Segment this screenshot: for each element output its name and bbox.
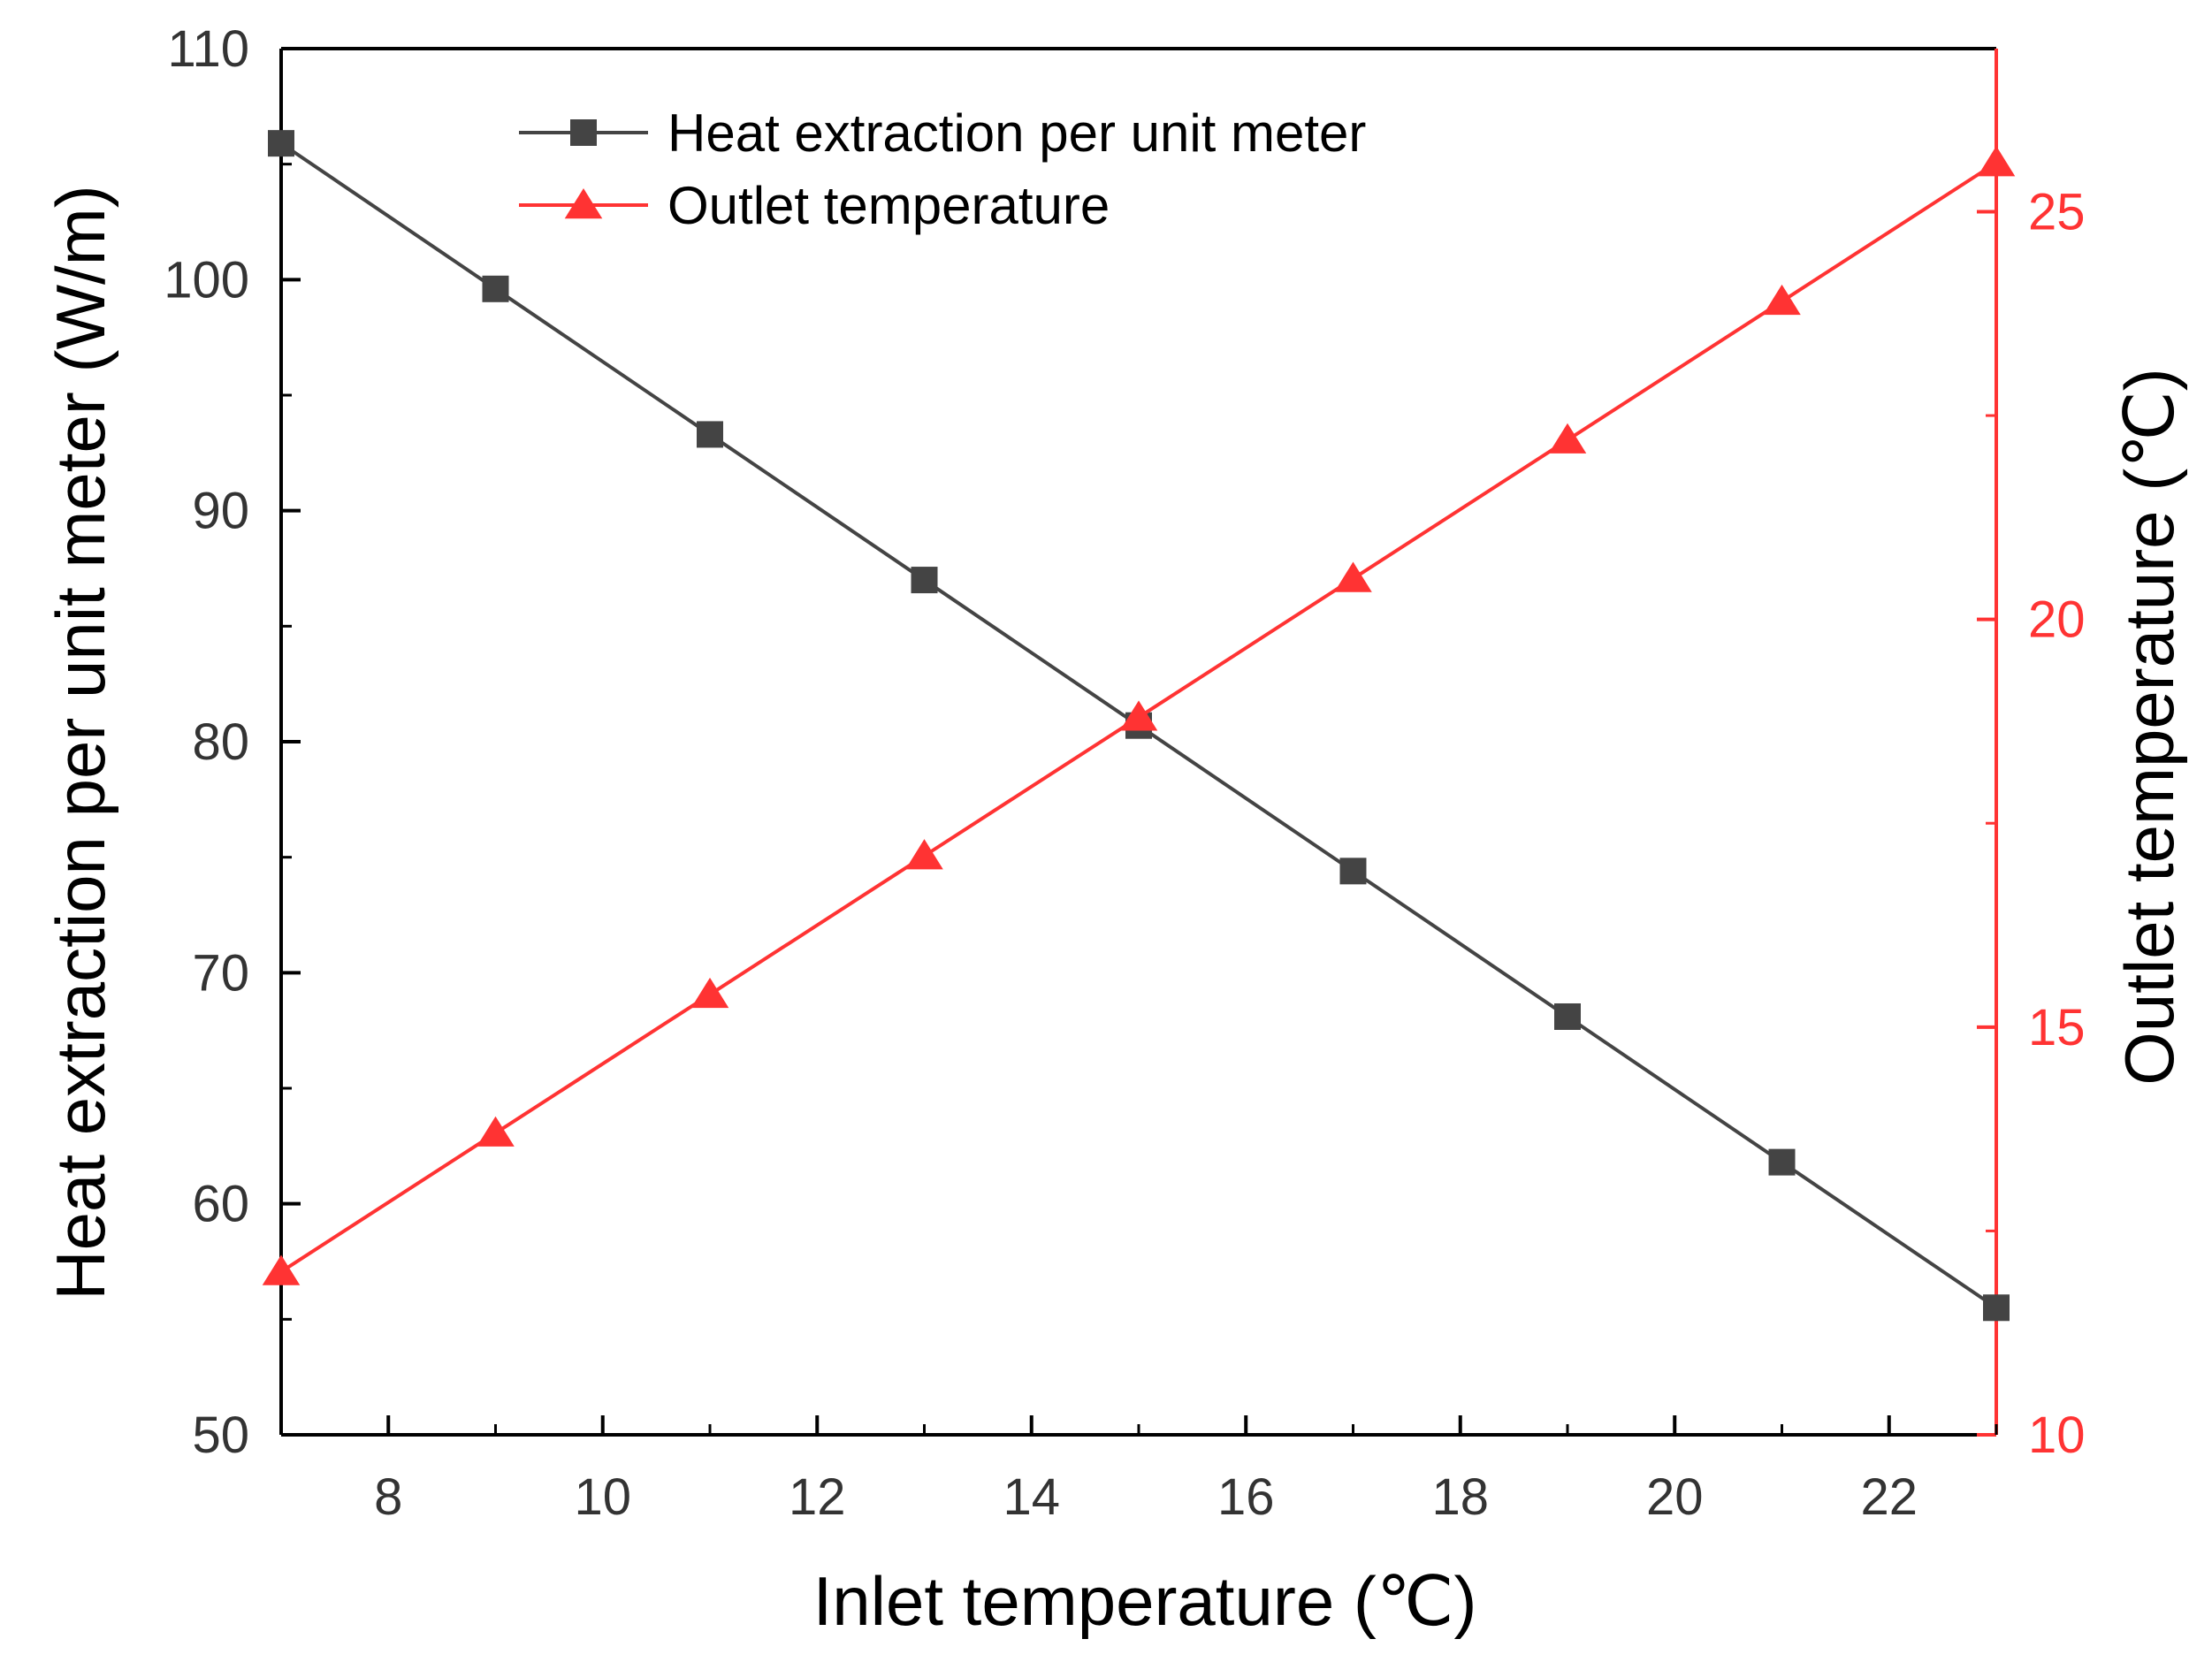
right-y-axis: 10 15 20 25: [1977, 183, 2086, 1464]
right-tick-label: 20: [2028, 591, 2086, 649]
heat-extraction-point: [482, 275, 509, 302]
heat-extraction-point: [268, 130, 294, 157]
right-y-axis-title: Outlet temperature (℃): [2110, 368, 2188, 1086]
heat-extraction-point: [697, 421, 723, 448]
heat-extraction-point: [1983, 1294, 2010, 1322]
outlet-temperature-point: [1548, 423, 1587, 454]
right-tick-label: 25: [2028, 183, 2086, 240]
legend: Heat extraction per unit meter Outlet tem…: [519, 103, 1366, 235]
x-tick-label: 10: [574, 1468, 631, 1526]
legend-label-heat-extraction: Heat extraction per unit meter: [667, 103, 1366, 163]
right-tick-label: 10: [2028, 1407, 2086, 1464]
outlet-temperature-point: [477, 1116, 515, 1147]
outlet-temperature-series: [262, 146, 2016, 1285]
left-tick-label: 80: [192, 713, 249, 771]
right-tick-label: 15: [2028, 999, 2086, 1056]
outlet-temperature-point: [1763, 284, 1801, 316]
legend-marker-heat-extraction: [570, 119, 597, 146]
series-layer: [262, 130, 2016, 1322]
heat-extraction-point: [911, 567, 938, 594]
outlet-temperature-point: [905, 839, 943, 870]
heat-extraction-point: [1554, 1003, 1581, 1030]
x-tick-label: 22: [1860, 1468, 1918, 1526]
x-tick-label: 20: [1646, 1468, 1704, 1526]
outlet-temperature-point: [1119, 700, 1158, 731]
left-tick-label: 100: [164, 251, 249, 309]
heat-extraction-point: [1339, 858, 1367, 885]
x-tick-label: 14: [1003, 1468, 1060, 1526]
plot-frame: [279, 47, 1998, 1437]
left-y-axis-title: Heat extraction per unit meter (W/m): [42, 185, 119, 1300]
left-tick-label: 50: [192, 1407, 249, 1464]
outlet-temperature-point: [1977, 146, 2016, 177]
left-y-axis: 50 60 70 80 90 100 110: [164, 20, 301, 1464]
legend-marker-outlet-temperature: [564, 188, 603, 219]
outlet-temperature-point: [690, 977, 729, 1009]
x-axis: 8 10 12 14 16 18 20 22: [279, 1415, 1998, 1526]
x-tick-label: 18: [1431, 1468, 1489, 1526]
x-axis-title: Inlet temperature (℃): [813, 1562, 1477, 1640]
legend-label-outlet-temperature: Outlet temperature: [667, 176, 1110, 235]
x-tick-label: 16: [1217, 1468, 1275, 1526]
left-tick-label: 110: [168, 20, 249, 78]
x-tick-label: 12: [789, 1468, 846, 1526]
left-tick-label: 60: [192, 1176, 249, 1233]
left-tick-label: 90: [192, 483, 249, 540]
outlet-temperature-point: [262, 1254, 301, 1285]
heat-extraction-point: [1768, 1148, 1796, 1176]
x-tick-label: 8: [374, 1468, 402, 1526]
left-tick-label: 70: [192, 944, 249, 1002]
outlet-temperature-point: [1334, 561, 1372, 592]
